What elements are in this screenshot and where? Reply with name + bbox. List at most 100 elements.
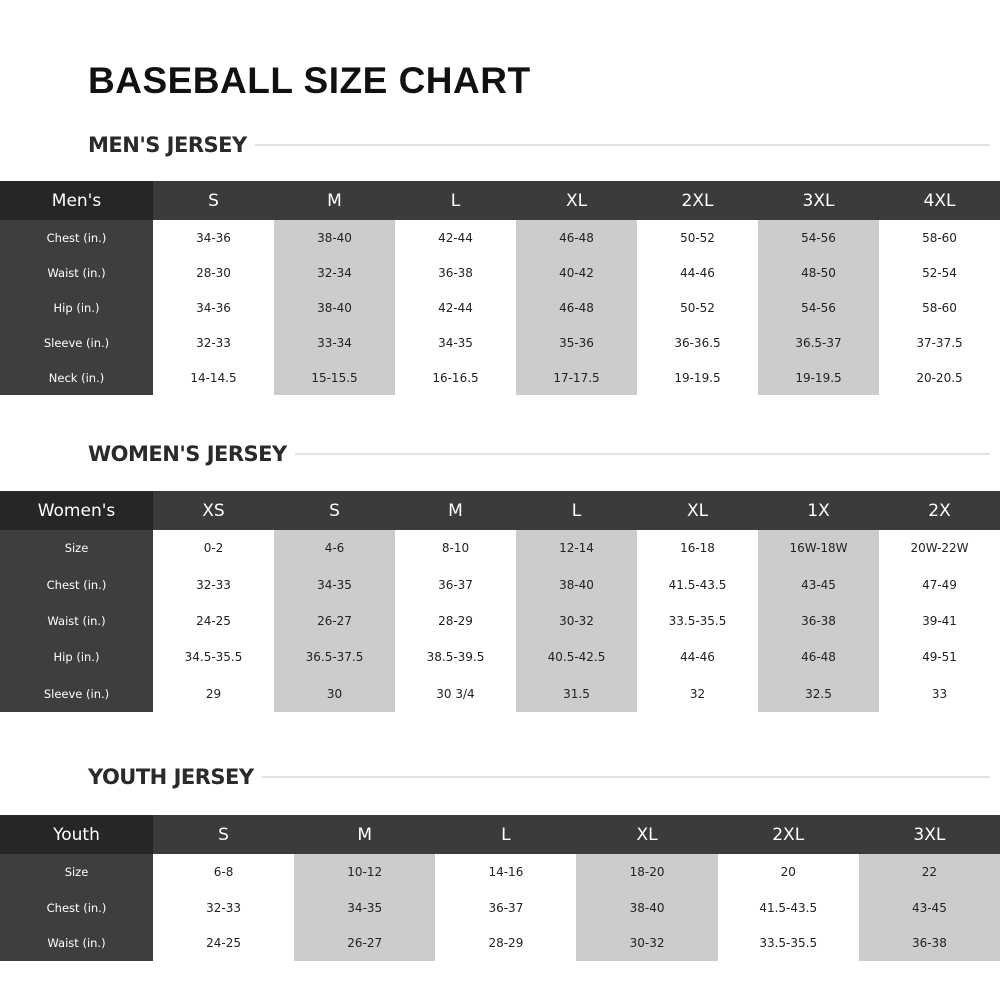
size-cell: 33.5-35.5: [637, 602, 758, 640]
size-table: Women's XS S M L XL 1X 2X Size 0-2 4-6 8-10 12-14 16-…: [0, 491, 1000, 712]
size-cell: 33-34: [274, 325, 395, 360]
size-cell: 14-14.5: [153, 360, 274, 395]
size-cell: 32.5: [758, 675, 879, 712]
size-header: S: [153, 815, 295, 854]
size-header: 4XL: [879, 181, 1000, 220]
row-label: Waist (in.): [0, 925, 153, 962]
row-label: Hip (in.): [0, 639, 153, 676]
size-cell: 38-40: [516, 566, 637, 603]
size-header: XL: [516, 181, 637, 220]
size-cell: 36.5-37: [758, 325, 879, 360]
size-cell: 16-16.5: [395, 360, 516, 395]
row-label: Hip (in.): [0, 290, 153, 325]
section-heading: MEN'S JERSEY: [88, 130, 990, 160]
size-header: 2X: [879, 491, 1000, 530]
size-cell: 38-40: [576, 889, 718, 926]
size-cell: 24-25: [153, 602, 274, 640]
row-label: Neck (in.): [0, 360, 153, 395]
size-cell: 32: [637, 675, 758, 712]
table-row: Chest (in.) 34-36 38-40 42-44 46-48 50-52 54-5…: [0, 220, 1000, 255]
size-cell: 33: [879, 675, 1000, 712]
table-row: Size 6-8 10-12 14-16 18-20 20 22: [0, 854, 1000, 890]
size-cell: 19-19.5: [758, 360, 879, 395]
size-cell: 32-33: [153, 325, 274, 360]
size-header: 2XL: [637, 181, 758, 220]
table-row: Waist (in.) 24-25 26-27 28-29 30-32 33.5-35.5…: [0, 602, 1000, 640]
size-header: M: [274, 181, 395, 220]
size-cell: 34-36: [153, 290, 274, 325]
size-cell: 40.5-42.5: [516, 639, 637, 676]
size-cell: 24-25: [153, 925, 295, 962]
row-label: Waist (in.): [0, 602, 153, 640]
size-cell: 20-20.5: [879, 360, 1000, 395]
size-cell: 17-17.5: [516, 360, 637, 395]
size-cell: 38-40: [274, 290, 395, 325]
corner-label: Youth: [0, 815, 153, 854]
row-label: Chest (in.): [0, 889, 153, 926]
size-header: M: [294, 815, 436, 854]
size-cell: 30: [274, 675, 395, 712]
size-cell: 14-16: [435, 854, 577, 890]
size-header: XS: [153, 491, 274, 530]
size-cell: 12-14: [516, 530, 637, 567]
size-cell: 42-44: [395, 290, 516, 325]
size-cell: 10-12: [294, 854, 436, 890]
row-label: Waist (in.): [0, 255, 153, 290]
size-cell: 44-46: [637, 255, 758, 290]
size-cell: 32-34: [274, 255, 395, 290]
size-cell: 0-2: [153, 530, 274, 567]
section-title: WOMEN'S JERSEY: [88, 442, 287, 466]
table-row: Chest (in.) 32-33 34-35 36-37 38-40 41.5-43.5…: [0, 566, 1000, 603]
size-cell: 36-38: [395, 255, 516, 290]
size-cell: 28-30: [153, 255, 274, 290]
size-cell: 43-45: [858, 889, 1000, 926]
size-cell: 36-36.5: [637, 325, 758, 360]
size-cell: 26-27: [294, 925, 436, 962]
header-row: Women's XS S M L XL 1X 2X: [0, 491, 1000, 530]
section-title: YOUTH JERSEY: [88, 765, 254, 789]
size-cell: 32-33: [153, 889, 295, 926]
size-cell: 47-49: [879, 566, 1000, 603]
size-cell: 30 3/4: [395, 675, 516, 712]
size-cell: 28-29: [395, 602, 516, 640]
size-cell: 41.5-43.5: [717, 889, 859, 926]
header-row: Youth S M L XL 2XL 3XL: [0, 815, 1000, 854]
size-cell: 39-41: [879, 602, 1000, 640]
size-cell: 46-48: [516, 290, 637, 325]
size-cell: 35-36: [516, 325, 637, 360]
size-cell: 15-15.5: [274, 360, 395, 395]
size-cell: 20W-22W: [879, 530, 1000, 567]
table-row: Size 0-2 4-6 8-10 12-14 16-18 16W-18W 20W-22W: [0, 530, 1000, 567]
size-cell: 6-8: [153, 854, 295, 890]
size-cell: 29: [153, 675, 274, 712]
divider: [294, 453, 990, 455]
corner-label: Men's: [0, 181, 153, 220]
size-cell: 4-6: [274, 530, 395, 567]
size-cell: 44-46: [637, 639, 758, 676]
table-row: Neck (in.) 14-14.5 15-15.5 16-16.5 17-17.5 19…: [0, 360, 1000, 395]
size-cell: 34-35: [294, 889, 436, 926]
size-cell: 37-37.5: [879, 325, 1000, 360]
header-row: Men's S M L XL 2XL 3XL 4XL: [0, 181, 1000, 220]
size-cell: 34.5-35.5: [153, 639, 274, 676]
divider: [261, 776, 990, 778]
size-cell: 30-32: [576, 925, 718, 962]
size-cell: 34-36: [153, 220, 274, 255]
size-header: S: [274, 491, 395, 530]
size-header: 3XL: [858, 815, 1000, 854]
size-cell: 36-37: [435, 889, 577, 926]
row-label: Size: [0, 854, 153, 890]
size-header: L: [395, 181, 516, 220]
size-cell: 34-35: [274, 566, 395, 603]
size-header: L: [435, 815, 577, 854]
size-cell: 54-56: [758, 290, 879, 325]
size-cell: 36.5-37.5: [274, 639, 395, 676]
size-header: M: [395, 491, 516, 530]
size-header: L: [516, 491, 637, 530]
size-cell: 33.5-35.5: [717, 925, 859, 962]
divider: [254, 144, 990, 146]
table-row: Sleeve (in.) 32-33 33-34 34-35 35-36 36-36.5 3…: [0, 325, 1000, 360]
size-cell: 32-33: [153, 566, 274, 603]
size-cell: 43-45: [758, 566, 879, 603]
size-table: Men's S M L XL 2XL 3XL 4XL Chest (in.) 34-36 38-40…: [0, 181, 1000, 395]
